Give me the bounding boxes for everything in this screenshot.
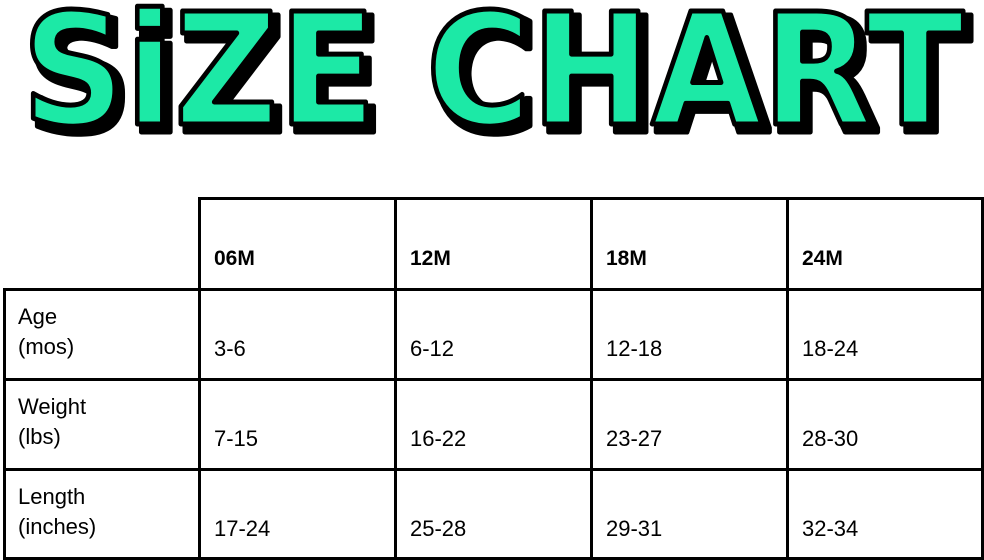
row-label-unit: (inches) (18, 514, 97, 539)
table-cell: 28-30 (802, 426, 859, 451)
row-label-unit: (mos) (18, 334, 75, 359)
column-header: 12M (410, 247, 451, 270)
table-border (786, 197, 789, 560)
table-border (3, 288, 984, 291)
row-label: Age (18, 304, 58, 329)
table-border (3, 557, 984, 560)
table-cell: 25-28 (410, 516, 467, 541)
table-cell: 7-15 (214, 426, 259, 451)
table-cell: 16-22 (410, 426, 467, 451)
table-cell: 6-12 (410, 336, 455, 361)
row-label: Length (18, 484, 86, 509)
title-text: SiZE CHART (22, 0, 964, 150)
column-header: 24M (802, 247, 843, 270)
table-cell: 23-27 (606, 426, 663, 451)
row-label: Weight (18, 394, 87, 419)
column-header: 06M (214, 247, 255, 270)
table-cell: 18-24 (802, 336, 859, 361)
table-cell: 29-31 (606, 516, 663, 541)
table-cell: 12-18 (606, 336, 663, 361)
table-border (3, 288, 6, 560)
column-header: 18M (606, 247, 647, 270)
table-border (981, 197, 984, 560)
table-border (198, 197, 201, 560)
size-chart-title: SiZE CHART (20, 0, 967, 150)
table-border (590, 197, 593, 560)
table-cell: 17-24 (214, 516, 271, 541)
table-cell: 32-34 (802, 516, 859, 541)
table-border (3, 468, 984, 471)
row-label-unit: (lbs) (18, 424, 61, 449)
table-border (394, 197, 397, 560)
table-cell: 3-6 (214, 336, 246, 361)
table-border (3, 378, 984, 381)
